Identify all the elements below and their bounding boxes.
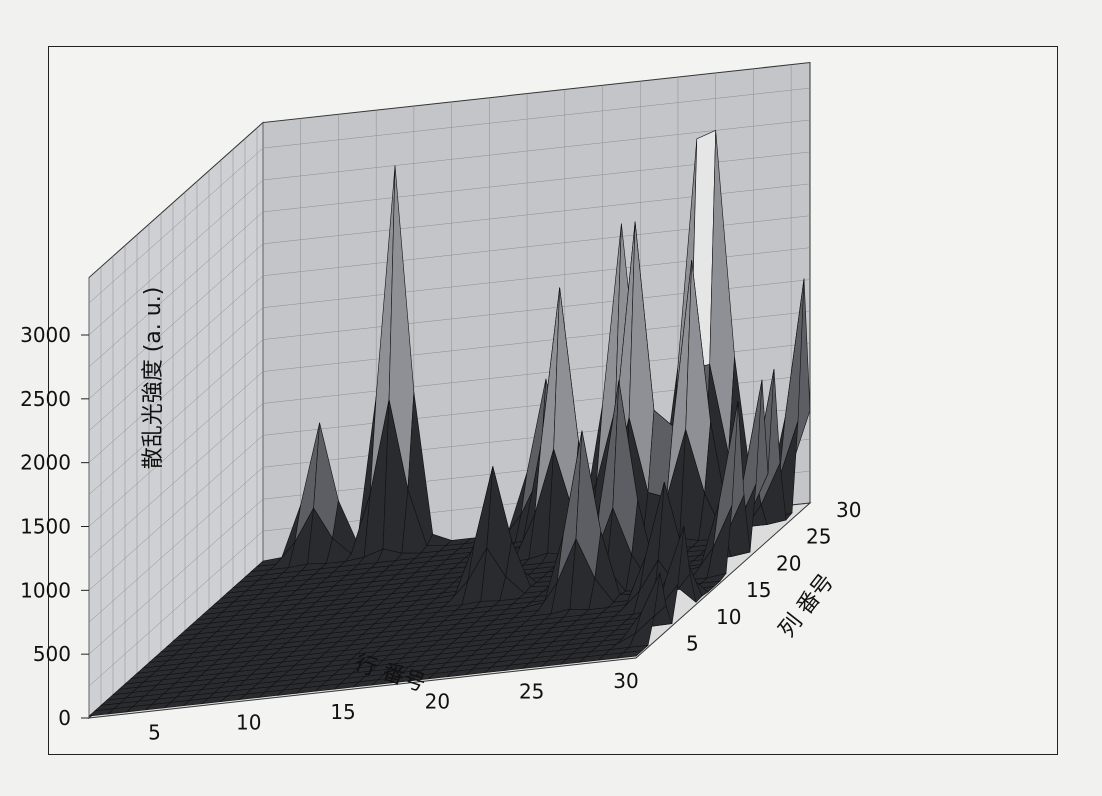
surface [88,129,811,717]
wall-gridline [88,530,264,687]
x-tick-label: 25 [519,679,544,703]
y-tick-label: 25 [806,525,831,549]
x-tick-label: 30 [613,669,638,693]
wall-gridline [88,211,264,368]
wall-gridline [88,243,264,400]
y-tick-label: 10 [716,605,741,629]
z-tick-label: 3000 [20,323,71,347]
wall-gridline [262,87,811,149]
z-tick-label: 0 [58,706,71,730]
x-tick-label: 10 [236,710,261,734]
wall-gridline [88,435,264,591]
z-tick-label: 1500 [20,515,71,539]
z-tick-label: 1000 [20,578,71,602]
z-tick-label: 500 [33,642,71,666]
wall-gridline [88,179,264,336]
wall-gridline [262,119,811,181]
y-tick-label: 30 [836,498,861,522]
wall-gridline [88,275,264,431]
x-tick-label: 15 [330,700,355,724]
surface-cell [616,650,643,659]
y-tick-label: 5 [686,632,699,656]
wall-gridline [88,307,264,463]
z-axis-label: 散乱光強度 (a. u.) [141,287,166,470]
wall-gridline [88,403,264,559]
z-tick-label: 2000 [20,451,71,475]
x-tick-label: 5 [148,721,161,745]
z-tick-label: 2500 [20,387,71,411]
wall-gridline [88,371,264,527]
y-tick-label: 15 [746,578,771,602]
wall-gridline [262,151,811,213]
wall-gridline [88,467,264,623]
wall-gridline [88,147,264,304]
wall-gridline [88,498,264,655]
wall-gridline [88,339,264,495]
y-tick-label: 20 [776,551,801,575]
x-tick-label: 20 [425,690,450,714]
y-axis-label: 列 番号 [775,570,840,643]
